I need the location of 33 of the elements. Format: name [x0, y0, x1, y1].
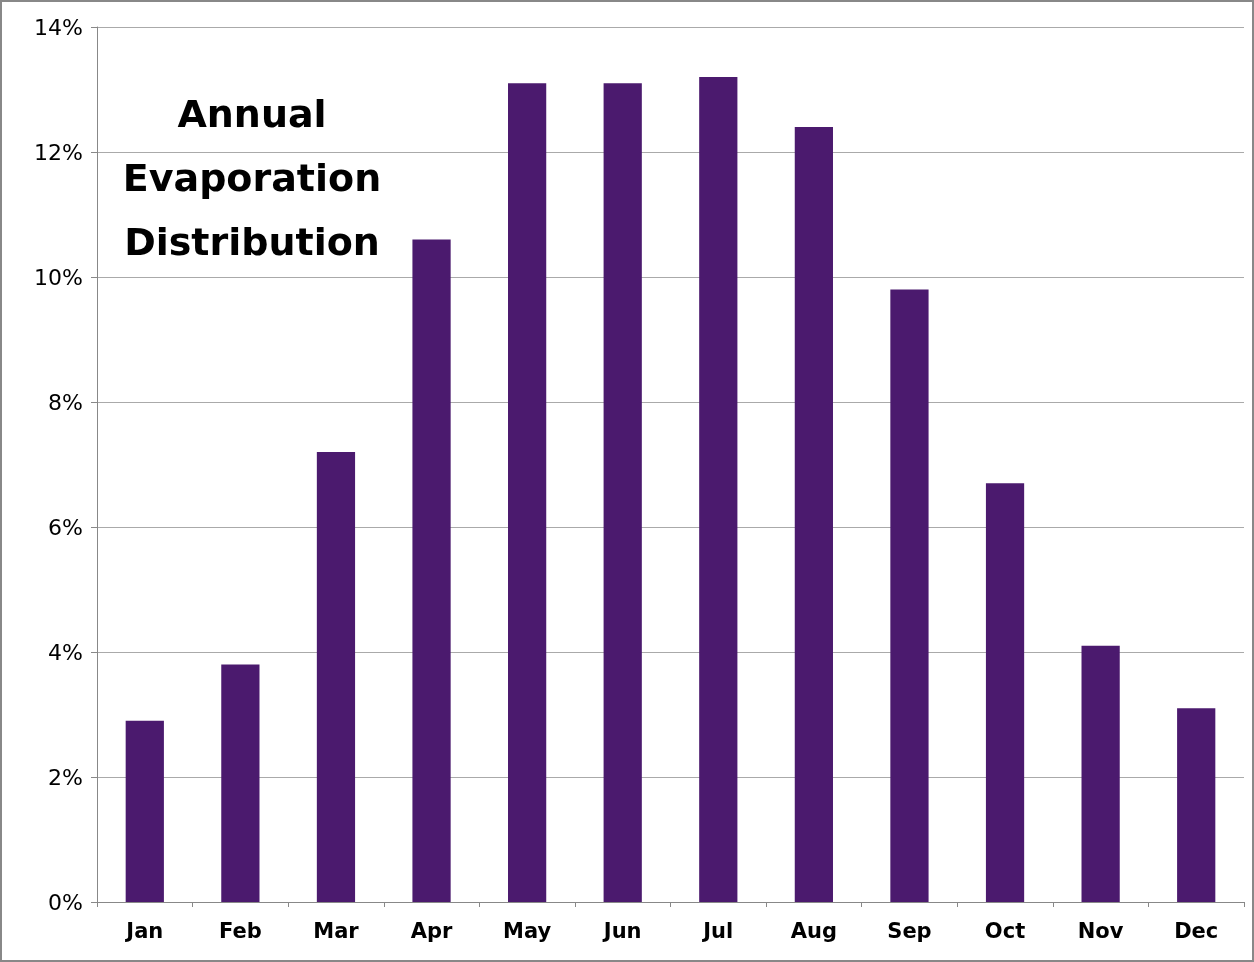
- bar: [699, 77, 738, 902]
- x-tick-label: Nov: [1077, 918, 1124, 943]
- bar: [985, 483, 1025, 902]
- y-tick-label: 14%: [34, 14, 83, 40]
- y-tick-label: 0%: [48, 889, 83, 915]
- bar: [125, 720, 164, 902]
- x-tick-label: Dec: [1174, 918, 1219, 943]
- bar: [221, 664, 260, 902]
- y-tick-label: 12%: [34, 139, 83, 165]
- x-tick-label: Aug: [790, 918, 837, 943]
- text: Annual Evaporation Distribution: [122, 92, 382, 264]
- bar: [316, 452, 356, 902]
- x-tick-label: Oct: [984, 918, 1026, 943]
- y-tick-label: 2%: [48, 764, 83, 790]
- y-tick-label: 6%: [48, 514, 83, 540]
- x-tick-label: Mar: [313, 918, 360, 943]
- y-tick-label: 10%: [34, 264, 83, 290]
- bar: [794, 127, 833, 902]
- y-tick-label: 4%: [48, 639, 83, 665]
- bar: [890, 289, 929, 902]
- bar: [1177, 708, 1216, 902]
- x-tick-label: Jan: [124, 918, 164, 943]
- y-tick-label: 8%: [48, 389, 83, 415]
- bar: [412, 239, 451, 902]
- bar: [508, 83, 547, 902]
- x-tick-label: Jun: [601, 918, 642, 943]
- x-tick-label: Sep: [887, 918, 932, 943]
- bar: [603, 83, 642, 902]
- x-tick-label: Jul: [701, 918, 734, 943]
- x-tick-label: May: [503, 918, 552, 943]
- bar: [1081, 645, 1120, 902]
- x-tick-label: Apr: [410, 918, 453, 943]
- x-tick-label: Feb: [218, 918, 262, 943]
